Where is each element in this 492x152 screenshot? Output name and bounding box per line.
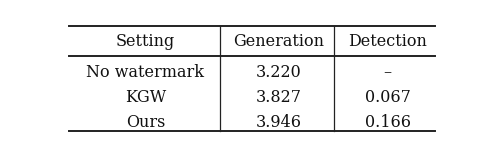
Text: 3.827: 3.827 [256, 89, 302, 106]
Text: Setting: Setting [116, 33, 175, 50]
Text: Ours: Ours [125, 114, 165, 131]
Text: –: – [383, 64, 392, 81]
Text: 0.166: 0.166 [365, 114, 410, 131]
Text: 3.946: 3.946 [256, 114, 302, 131]
Text: Generation: Generation [233, 33, 324, 50]
Text: 0.067: 0.067 [365, 89, 410, 106]
Text: No watermark: No watermark [87, 64, 204, 81]
Text: KGW: KGW [125, 89, 166, 106]
Text: Detection: Detection [348, 33, 427, 50]
Text: 3.220: 3.220 [256, 64, 302, 81]
